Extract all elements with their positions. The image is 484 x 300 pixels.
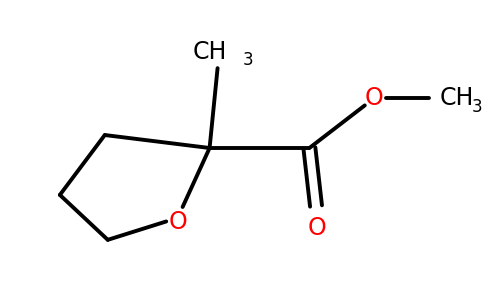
Text: O: O xyxy=(168,210,187,234)
Text: O: O xyxy=(365,86,384,110)
Text: 3: 3 xyxy=(472,98,483,116)
Text: CH: CH xyxy=(439,86,473,110)
Text: CH: CH xyxy=(193,40,227,64)
Text: 3: 3 xyxy=(242,51,253,69)
Text: O: O xyxy=(308,216,327,240)
